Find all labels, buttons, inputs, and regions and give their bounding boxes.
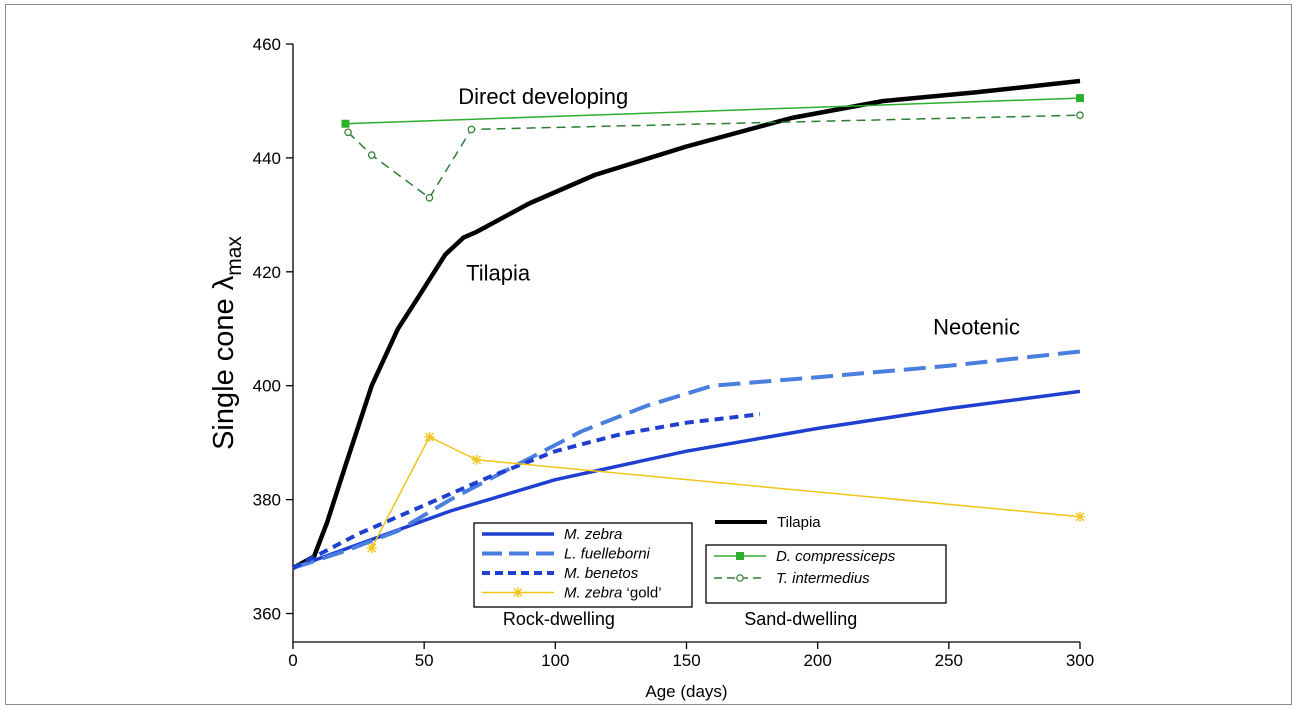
data-point-d-compressiceps <box>341 119 350 128</box>
x-tick-label: 150 <box>672 651 700 670</box>
annotation-sand-dwelling: Sand-dwelling <box>744 609 857 629</box>
data-point-t-intermedius <box>1076 111 1084 119</box>
legend-label-t-intermedius: T. intermedius <box>776 570 870 587</box>
series-d-compressiceps <box>341 94 1084 128</box>
legend-marker-m-zebra-gold <box>513 587 523 598</box>
series-l-fuelleborni <box>292 349 1081 570</box>
legend-3: D. compressiceps T. intermedius <box>705 544 947 604</box>
series-line-t-intermedius <box>347 114 1081 199</box>
series-line-tilapia <box>291 78 1081 570</box>
y-axis-title-main: Single cone λ <box>208 275 240 450</box>
series-m-zebra-gold <box>366 431 1085 554</box>
legend-box <box>705 544 947 604</box>
y-tick-label: 420 <box>253 263 281 282</box>
x-axis-title: Age (days) <box>645 682 727 701</box>
legend-label-tilapia: Tilapia <box>777 514 821 531</box>
y-tick-label: 400 <box>253 377 281 396</box>
legend-label-species: T. intermedius <box>776 570 870 587</box>
series-t-intermedius <box>344 111 1084 202</box>
annotation-neotenic: Neotenic <box>933 314 1020 339</box>
data-point-m-zebra-gold <box>1075 511 1085 522</box>
data-point-m-zebra-gold <box>424 431 435 442</box>
data-point-t-intermedius <box>367 151 376 159</box>
legend-label-m-benetos: M. benetos <box>564 565 639 582</box>
data-point-m-zebra-gold <box>471 454 482 465</box>
legend-label-species: D. compressiceps <box>776 548 896 565</box>
y-tick-label: 440 <box>253 149 281 168</box>
legend-marker-t-intermedius <box>736 574 744 582</box>
legend-1: M. zebra L. fuelleborni M. benetos M. zebra… <box>473 522 693 608</box>
series-line-d-compressiceps <box>345 97 1081 125</box>
legend-label-species: M. zebra <box>564 526 622 543</box>
y-axis-title-subscript: max <box>223 236 246 276</box>
legend-2: Tilapia <box>715 514 821 531</box>
series-tilapia <box>291 78 1081 570</box>
x-tick-label: 50 <box>415 651 434 670</box>
series-line-m-zebra-gold <box>371 436 1081 549</box>
data-point-t-intermedius <box>425 193 434 202</box>
legend-label-m-zebra-gold: M. zebra ‘gold’ <box>564 585 662 602</box>
y-tick-label: 460 <box>253 35 281 54</box>
legend-label-species: M. benetos <box>564 565 639 582</box>
x-tick-label: 200 <box>803 651 831 670</box>
data-point-t-intermedius <box>344 128 352 137</box>
annotation-direct-developing: Direct developing <box>458 84 628 109</box>
x-tick-label: 0 <box>288 651 297 670</box>
series-m-benetos <box>292 412 761 570</box>
legend-label-species: L. fuelleborni <box>564 546 651 563</box>
legend-label-species: M. zebra <box>564 585 622 602</box>
x-tick-label: 100 <box>541 651 569 670</box>
legend-label-l-fuelleborni: L. fuelleborni <box>564 546 651 563</box>
x-tick-label: 300 <box>1066 651 1094 670</box>
legend-label-m-zebra: M. zebra <box>564 526 622 543</box>
annotation-tilapia: Tilapia <box>466 260 531 285</box>
data-point-m-zebra-gold <box>366 543 377 554</box>
figure-frame <box>5 4 1292 705</box>
legend-label-suffix: ‘gold’ <box>622 585 661 602</box>
series-line-m-benetos <box>292 412 761 570</box>
legend-label-d-compressiceps: D. compressiceps <box>776 548 896 565</box>
y-tick-label: 380 <box>253 491 281 510</box>
y-axis-title: Single cone λmax <box>208 236 246 450</box>
legend-marker-d-compressiceps <box>736 552 744 560</box>
series-line-l-fuelleborni <box>292 349 1081 570</box>
data-point-d-compressiceps <box>1076 94 1084 103</box>
data-point-t-intermedius <box>467 125 476 134</box>
y-tick-label: 360 <box>253 605 281 624</box>
annotation-rock-dwelling: Rock-dwelling <box>503 609 615 629</box>
x-tick-label: 250 <box>935 651 963 670</box>
